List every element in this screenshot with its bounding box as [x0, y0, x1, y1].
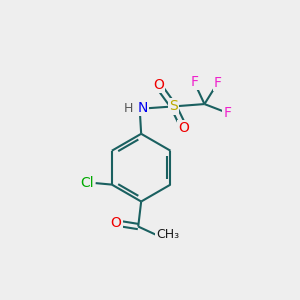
Text: H: H: [124, 102, 133, 115]
Text: O: O: [178, 121, 189, 135]
Text: O: O: [111, 216, 122, 230]
Text: N: N: [137, 101, 148, 115]
Text: Cl: Cl: [80, 176, 94, 190]
Text: CH₃: CH₃: [156, 228, 179, 241]
Text: F: F: [190, 75, 198, 89]
Text: O: O: [153, 78, 164, 92]
Text: F: F: [214, 76, 222, 90]
Text: S: S: [169, 99, 178, 113]
Text: F: F: [224, 106, 231, 120]
